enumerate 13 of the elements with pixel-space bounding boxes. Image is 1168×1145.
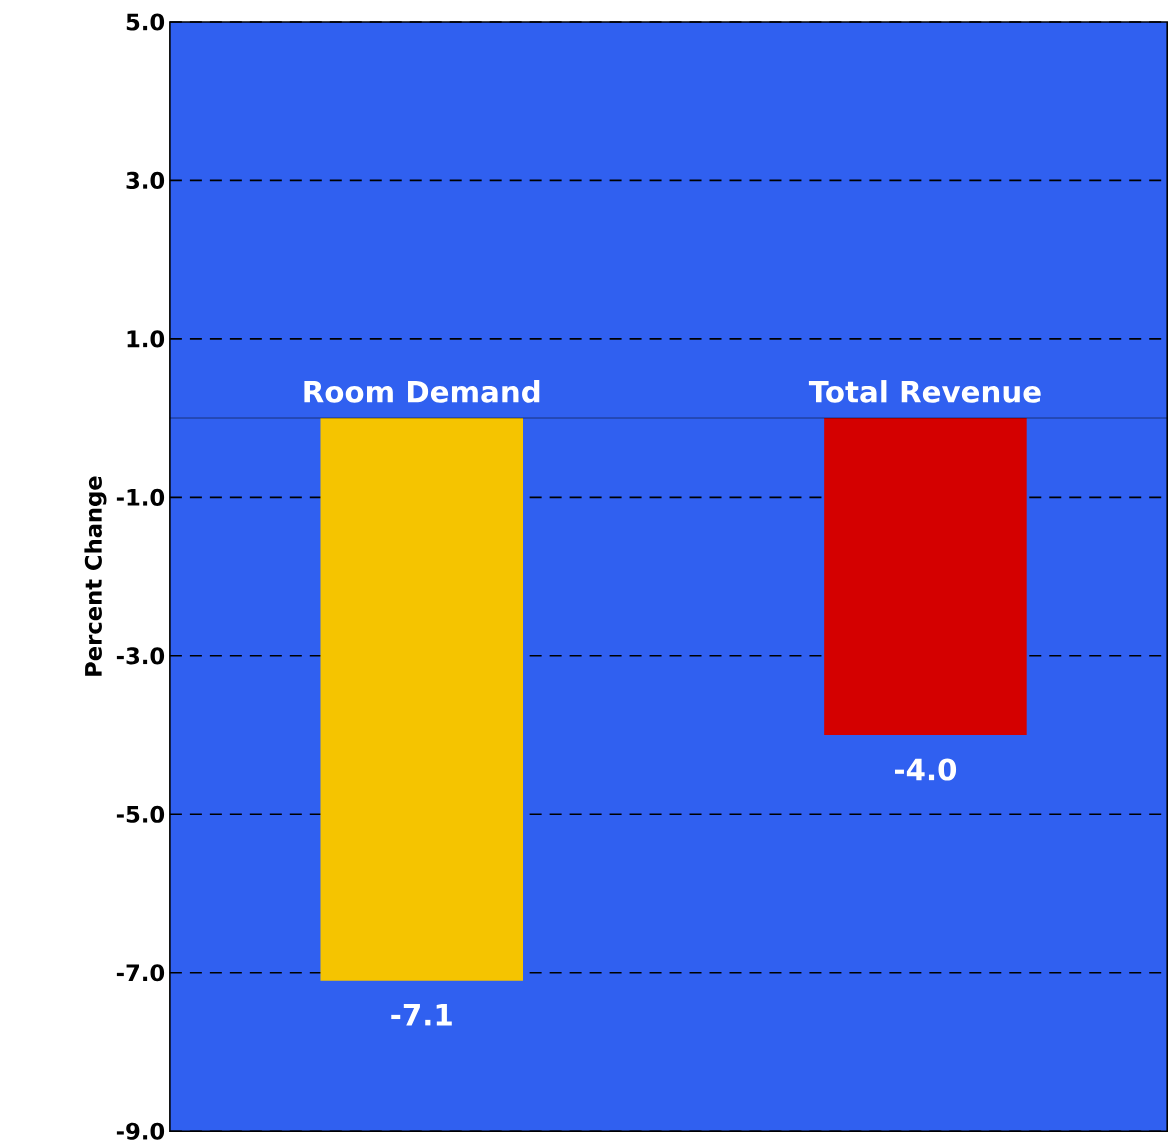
- data-label: -7.1: [391, 1003, 452, 1026]
- y-tick-label: -7.0: [116, 964, 165, 982]
- y-tick-label: -1.0: [116, 488, 165, 506]
- y-axis-title: Percent Change: [84, 476, 107, 676]
- x-tick-label: Total Revenue: [808, 379, 1041, 403]
- y-tick-label: 1.0: [127, 330, 165, 348]
- y-tick-label: -3.0: [116, 647, 165, 665]
- y-tick-label: -5.0: [116, 805, 165, 823]
- y-tick-label: -9.0: [116, 1122, 165, 1140]
- y-tick-label: 5.0: [126, 13, 165, 31]
- y-tick-label: 3.0: [126, 171, 165, 189]
- data-label: -4.0: [894, 758, 957, 781]
- x-tick-label: Room Demand: [304, 379, 540, 403]
